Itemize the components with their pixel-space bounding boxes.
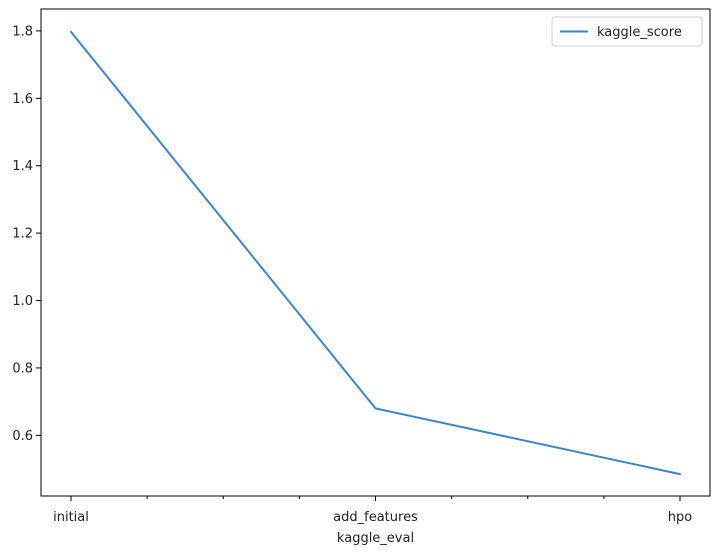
y-tick-label: 0.8 <box>12 361 33 376</box>
x-tick-label: add_features <box>333 510 418 525</box>
y-tick-label: 0.6 <box>12 429 33 444</box>
y-tick-label: 1.0 <box>12 294 33 309</box>
y-axis-ticks: 0.6 0.8 1.0 1.2 1.4 1.6 1.8 <box>12 24 41 444</box>
legend-box <box>551 16 703 47</box>
x-axis-label: kaggle_eval <box>337 531 414 546</box>
y-tick-label: 1.6 <box>12 92 33 107</box>
x-tick-label: initial <box>53 510 89 525</box>
plot-frame <box>40 8 711 497</box>
series-layer <box>70 30 681 476</box>
legend-label-kaggle-score: kaggle_score <box>597 25 682 40</box>
y-tick-label: 1.8 <box>12 24 33 39</box>
y-tick-label: 1.4 <box>12 159 33 174</box>
x-axis-ticks: initial add_features hpo <box>53 496 692 525</box>
x-tick-label: hpo <box>668 510 692 525</box>
y-tick-label: 1.2 <box>12 227 33 242</box>
legend: kaggle_score <box>551 16 703 47</box>
series-line-kaggle-score <box>70 30 681 476</box>
